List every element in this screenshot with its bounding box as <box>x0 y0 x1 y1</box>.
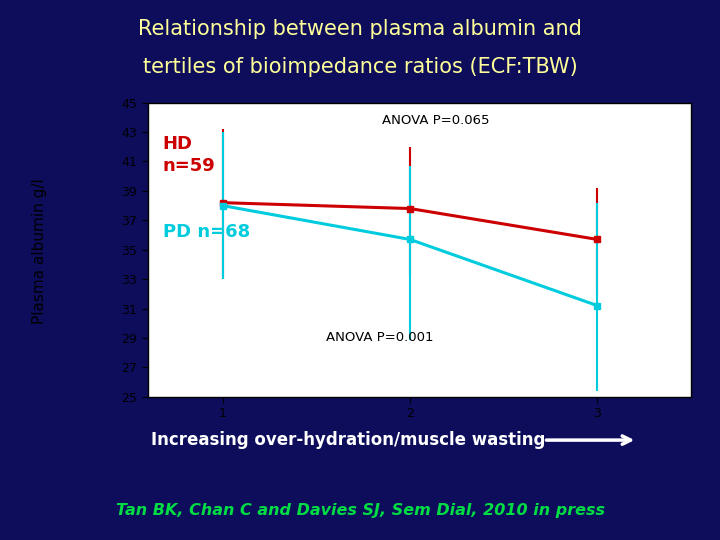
Text: HD: HD <box>163 135 192 153</box>
Text: Plasma albumin g/l: Plasma albumin g/l <box>32 178 47 324</box>
Text: Tan BK, Chan C and Davies SJ, Sem Dial, 2010 in press: Tan BK, Chan C and Davies SJ, Sem Dial, … <box>115 503 605 518</box>
Text: ANOVA P=0.065: ANOVA P=0.065 <box>382 114 490 127</box>
Text: tertiles of bioimpedance ratios (ECF:TBW): tertiles of bioimpedance ratios (ECF:TBW… <box>143 57 577 77</box>
Text: Relationship between plasma albumin and: Relationship between plasma albumin and <box>138 19 582 39</box>
Text: n=59: n=59 <box>163 157 215 175</box>
Text: PD n=68: PD n=68 <box>163 223 250 241</box>
Text: Increasing over-hydration/muscle wasting: Increasing over-hydration/muscle wasting <box>151 431 546 449</box>
Text: ANOVA P=0.001: ANOVA P=0.001 <box>325 330 433 343</box>
